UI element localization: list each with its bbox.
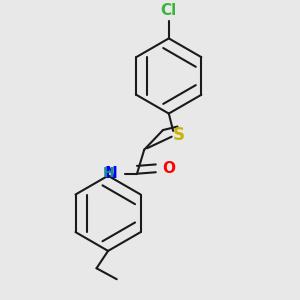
Text: N: N bbox=[105, 166, 117, 181]
Text: H: H bbox=[103, 166, 114, 180]
Text: S: S bbox=[173, 126, 185, 144]
Text: O: O bbox=[162, 161, 175, 176]
Text: Cl: Cl bbox=[161, 3, 177, 18]
